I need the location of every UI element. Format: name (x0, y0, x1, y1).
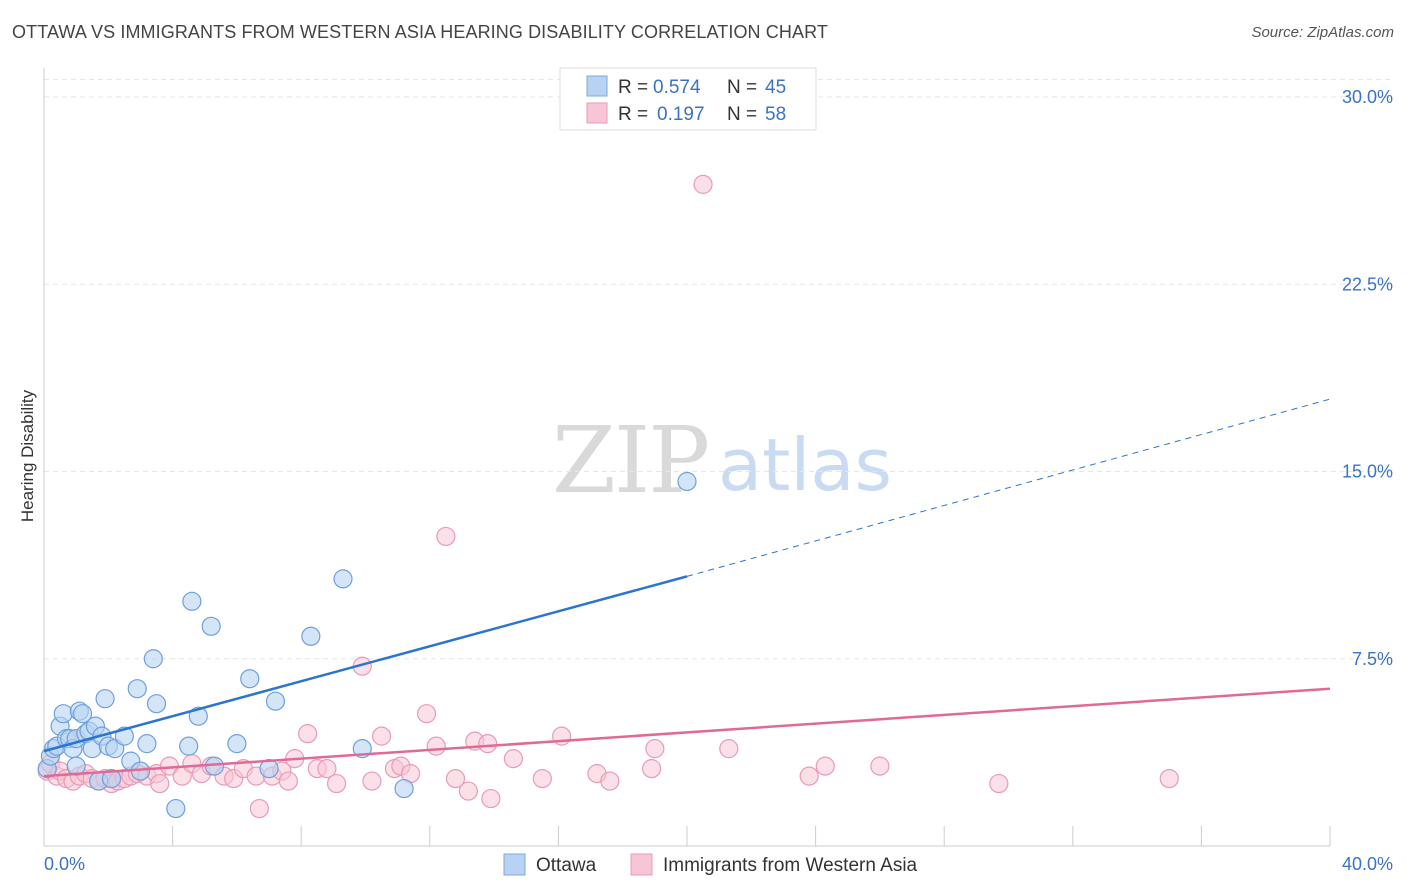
bottom-legend-swatch-western-asia (630, 853, 653, 876)
ottawa-point (333, 569, 353, 589)
ottawa-point (143, 649, 163, 669)
western-asia-point (600, 771, 620, 791)
legend-n-value-ottawa: 45 (765, 77, 786, 98)
western-asia-point (317, 759, 337, 779)
watermark-zip: ZIP (552, 407, 708, 514)
ottawa-point (166, 798, 186, 819)
ottawa-point (677, 471, 697, 492)
legend-n-value-western-asia: 58 (765, 104, 786, 125)
ottawa-point (265, 691, 286, 711)
gridlines (44, 79, 1393, 660)
western-asia-point (719, 739, 739, 759)
x-tick-label-0: 0.0% (44, 854, 85, 874)
series-legend: Ottawa Immigrants from Western Asia (503, 853, 918, 876)
watermark: ZIP atlas (552, 407, 892, 514)
western-asia-point (1159, 768, 1179, 789)
western-asia-point (481, 788, 501, 809)
legend-swatch-ottawa (586, 75, 608, 97)
western-asia-point (445, 768, 466, 789)
western-asia-point (989, 773, 1009, 794)
western-asia-trend-line (43, 687, 1331, 778)
ottawa-point (95, 689, 115, 709)
western-asia-point (503, 749, 523, 769)
western-asia-point (362, 771, 382, 791)
western-asia-point (278, 771, 298, 791)
ottawa-point (182, 591, 202, 611)
legend-r-value-ottawa: 0.574 (653, 77, 701, 98)
western-asia-point (416, 704, 437, 724)
y-tick-label-1: 15.0% (1342, 462, 1393, 482)
western-asia-point (642, 759, 662, 779)
trend-lines (43, 398, 1331, 778)
legend-n-label-western-asia: N = (727, 104, 757, 125)
ottawa-point (201, 616, 221, 636)
ottawa-point (146, 694, 167, 714)
watermark-atlas: atlas (718, 423, 892, 507)
ottawa-point (53, 704, 73, 724)
y-axis-title: Hearing Disability (18, 389, 37, 522)
ottawa-point (394, 778, 414, 799)
legend-r-value-western-asia: 0.197 (657, 104, 705, 125)
x-axis-ticks (172, 826, 1331, 846)
western-asia-point (815, 756, 835, 776)
bottom-legend-label-western-asia: Immigrants from Western Asia (663, 855, 918, 876)
source-credit: Source: ZipAtlas.com (1251, 24, 1394, 41)
chart-title: OTTAWA VS IMMIGRANTS FROM WESTERN ASIA H… (12, 22, 828, 42)
ottawa-point (101, 768, 122, 789)
western-asia-point (426, 736, 446, 756)
ottawa-point (240, 669, 260, 689)
y-tick-label-3: 30.0% (1342, 87, 1393, 107)
western-asia-point (458, 781, 478, 801)
western-asia-point (799, 766, 819, 786)
western-asia-point (532, 768, 552, 789)
ottawa-point (227, 734, 247, 754)
bottom-legend-swatch-ottawa (503, 853, 526, 876)
ottawa-trend-extension (686, 398, 1331, 577)
ottawa-point (72, 704, 93, 724)
ottawa-point (137, 734, 157, 754)
western-asia-point (249, 798, 270, 819)
x-tick-label-40: 40.0% (1342, 854, 1393, 874)
y-tick-label-2: 22.5% (1342, 274, 1393, 294)
legend-n-label-ottawa: N = (727, 77, 757, 98)
western-asia-point (870, 756, 890, 776)
western-asia-point (371, 726, 392, 746)
y-tick-label-0: 7.5% (1352, 649, 1393, 669)
y-axis-tick-labels: 7.5% 15.0% 22.5% 30.0% (1342, 87, 1393, 669)
western-asia-point (645, 739, 665, 759)
western-asia-point (478, 734, 498, 754)
western-asia-point (298, 724, 318, 744)
western-asia-point (150, 773, 170, 794)
legend-r-label-western-asia: R = (618, 104, 648, 125)
western-asia-point (326, 773, 347, 794)
legend-swatch-western-asia (586, 102, 608, 124)
legend-r-label-ottawa: R = (618, 77, 648, 98)
ottawa-point (179, 736, 199, 756)
correlation-legend: R = 0.574 N = 45 R = 0.197 N = 58 (559, 67, 817, 131)
bottom-legend-label-ottawa: Ottawa (536, 855, 597, 876)
ottawa-trend-line (43, 575, 688, 753)
ottawa-point (127, 679, 147, 699)
western-asia-point (693, 174, 713, 194)
western-asia-point (436, 526, 456, 547)
ottawa-point (301, 626, 321, 646)
